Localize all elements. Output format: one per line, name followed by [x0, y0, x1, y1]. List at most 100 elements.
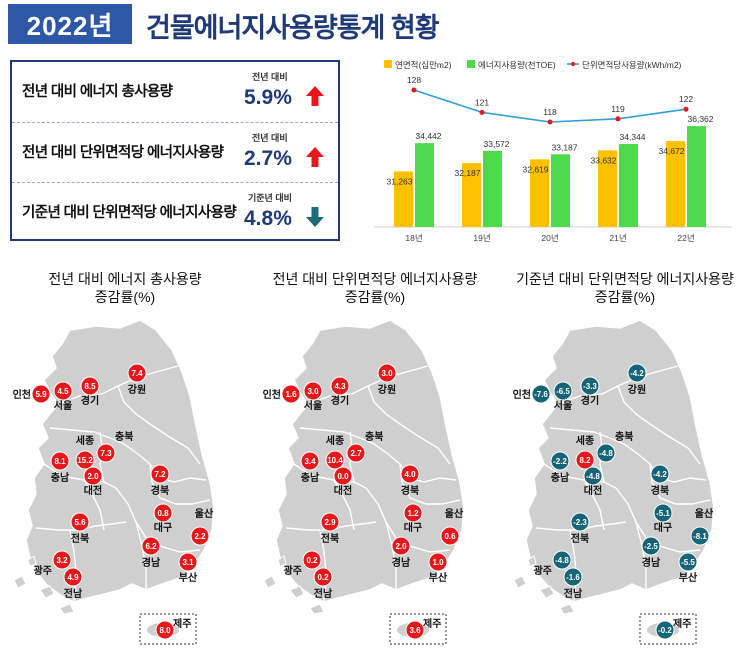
region-value-circle: [641, 536, 661, 556]
region-name: 세종: [576, 434, 594, 447]
region-marker: -4.8 대전: [583, 466, 603, 497]
region-marker: 7.2 경북: [150, 464, 170, 497]
region-name: 부산: [429, 571, 448, 584]
region-name: 강원: [628, 383, 646, 396]
region-marker: 1.0 부산: [428, 552, 448, 584]
region-value-circle: [346, 443, 366, 463]
region-value: 10.4: [327, 456, 343, 465]
region-value-circle: [96, 443, 116, 463]
region-value: 3.4: [304, 457, 316, 466]
region-marker: -6.5 서울: [553, 381, 573, 412]
bar-area: [462, 163, 481, 227]
region-name: 경기: [81, 394, 99, 407]
region-value-circle: [31, 384, 51, 404]
legend-item: 에너지사용량(천TOE): [467, 60, 556, 70]
region-name: 울산: [695, 507, 714, 520]
data-label: 128: [407, 75, 421, 85]
region-border: [543, 463, 701, 553]
region-name: 인천: [13, 388, 31, 401]
region-value: -4.2: [630, 369, 644, 378]
summary-basis: 기준년 대비: [248, 193, 292, 203]
summary-label: 전년 대비 단위면적당 에너지사용량: [22, 145, 224, 161]
region-value: 0.8: [157, 509, 169, 518]
region-value: 8.5: [84, 382, 96, 391]
region-value: -2.3: [573, 518, 587, 527]
region-name: 강원: [378, 383, 396, 396]
region-border: [367, 385, 451, 465]
bar-energy: [551, 154, 570, 227]
region-name: 충남: [301, 471, 320, 484]
region-border: [385, 521, 397, 590]
region-value: 4.9: [67, 573, 79, 582]
region-value-circle: [70, 512, 90, 532]
intensity-line: [413, 89, 687, 123]
jeju-inset-box: [639, 613, 697, 645]
energy-combo-chart: 연면적(십만m2) 에너지사용량(천TOE) 단위면적당사용량(kWh/m2) 31,…: [374, 60, 732, 243]
region-marker: -3.3 경기: [580, 376, 600, 407]
region-value-circle: [531, 384, 551, 404]
region-marker: 0.8 대구: [153, 503, 173, 534]
x-tick-label: 21년: [609, 233, 626, 243]
region-border: [635, 521, 647, 590]
region-value-circle: [63, 567, 83, 587]
map-title: 전년 대비 단위면적당 에너지사용량: [272, 271, 478, 287]
region-marker: 0.0 대전: [333, 466, 353, 497]
region-value: -6.5: [556, 387, 570, 396]
summary-value: 2.7%: [244, 147, 292, 170]
region-marker: 3.4 충남: [300, 451, 320, 484]
region-marker: 2.0 경남: [391, 536, 411, 569]
region-marker: 4.5 서울: [53, 381, 73, 412]
region-value: -4.8: [555, 556, 569, 565]
summary-basis: 전년 대비: [252, 133, 288, 143]
region-marker: 7.3충북: [96, 430, 133, 463]
line-point: [683, 106, 689, 112]
region-border: [299, 427, 457, 483]
region-value-circle: [377, 363, 397, 383]
summary-label: 기준년 대비 단위면적당 에너지사용량: [22, 205, 237, 221]
region-value-circle: [300, 451, 320, 471]
region-name: 울산: [195, 507, 214, 520]
region-value-circle: [320, 512, 340, 532]
bar-area: [394, 171, 413, 227]
region-name: 경기: [581, 394, 599, 407]
summary-basis: 전년 대비: [252, 72, 288, 82]
region-name: 충북: [365, 430, 383, 443]
region-marker: 6.2 경남: [141, 536, 161, 569]
region-value-circle: [153, 503, 173, 523]
region-value-circle: [440, 526, 460, 546]
region-name: 경북: [651, 484, 669, 497]
region-marker: 3.6제주: [405, 617, 441, 640]
data-label: 121: [475, 97, 489, 107]
data-label: 36,362: [688, 114, 714, 124]
region-marker: -8.1 울산: [690, 507, 714, 546]
region-border: [319, 529, 327, 603]
line-point: [411, 87, 417, 93]
region-marker: 5.6 전북: [70, 512, 90, 545]
arrow-down-icon: [306, 207, 324, 227]
region-value-circle: [391, 536, 411, 556]
region-value: -5.1: [656, 509, 670, 518]
region-name: 광주: [34, 565, 52, 577]
region-value-circle: [596, 443, 616, 463]
region-value: 1.0: [432, 558, 444, 567]
region-border: [43, 463, 201, 553]
data-label: 34,344: [620, 132, 646, 142]
region-value: 5.6: [74, 518, 86, 527]
data-label: 34,672: [659, 146, 685, 156]
region-marker: -2.5 경남: [641, 536, 661, 569]
data-label: 32,619: [523, 164, 549, 174]
region-marker: 3.0 강원: [377, 363, 397, 396]
bar-area: [666, 141, 685, 227]
region-marker: 3.2 광주: [34, 550, 72, 577]
map-title: 전년 대비 에너지 총사용량: [48, 271, 202, 287]
summary-row-area-energy: 전년 대비 단위면적당 에너지사용량 전년 대비 2.7%: [12, 122, 338, 180]
jeju-inset-box: [139, 613, 197, 645]
region-marker: -5.1 대구: [653, 503, 673, 534]
region-border: [549, 427, 707, 483]
region-value-circle: [313, 567, 333, 587]
region-marker: 2.9 전북: [320, 512, 340, 545]
region-border: [135, 521, 147, 590]
map-shape: [513, 319, 715, 615]
bar-energy: [483, 150, 502, 227]
